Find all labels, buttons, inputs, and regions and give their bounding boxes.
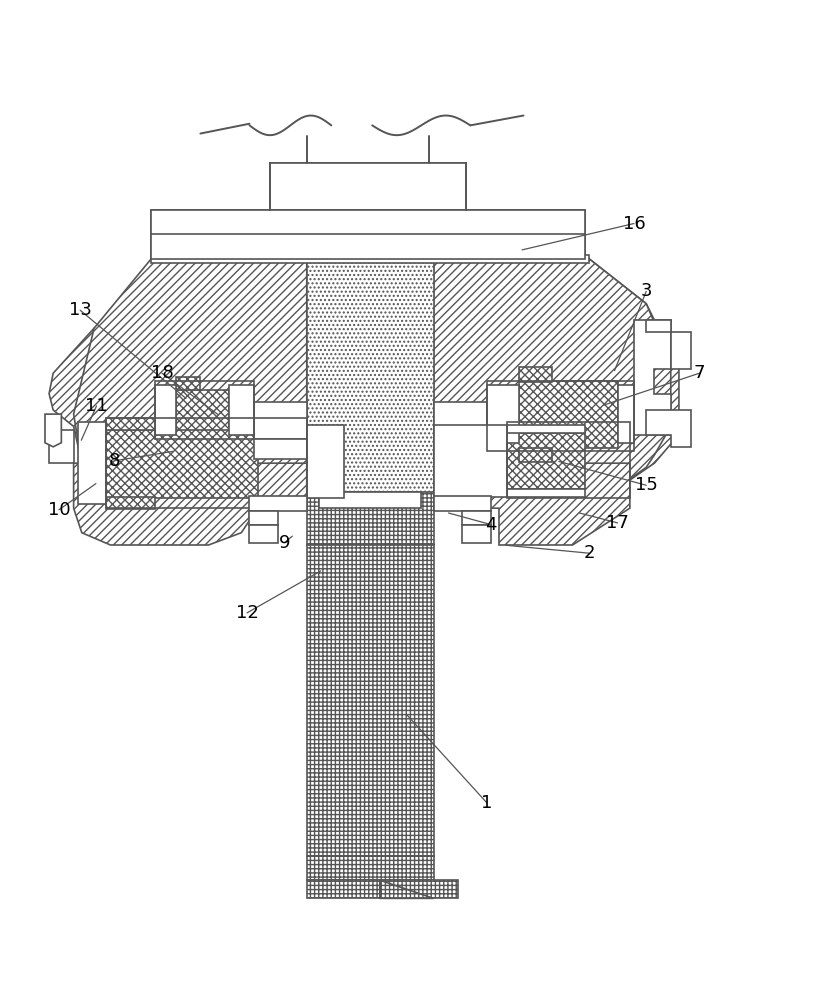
Bar <box>49 430 74 463</box>
Bar <box>78 422 106 504</box>
Polygon shape <box>646 320 691 369</box>
Text: 17: 17 <box>606 514 629 532</box>
Bar <box>519 448 552 462</box>
Polygon shape <box>380 880 458 898</box>
Text: 11: 11 <box>85 397 108 415</box>
Polygon shape <box>634 320 671 435</box>
Text: 7: 7 <box>694 364 705 382</box>
Bar <box>519 381 618 448</box>
Bar <box>307 856 434 880</box>
Bar <box>307 492 434 545</box>
Text: 13: 13 <box>69 301 92 319</box>
Bar <box>487 381 634 451</box>
Bar <box>106 418 155 430</box>
Bar <box>229 385 254 435</box>
Bar <box>307 259 434 496</box>
Bar <box>434 425 507 497</box>
Bar <box>507 425 585 433</box>
Bar <box>151 210 585 259</box>
Text: 8: 8 <box>109 452 120 470</box>
Bar <box>249 511 278 525</box>
Polygon shape <box>380 880 434 898</box>
Text: 1: 1 <box>481 794 492 812</box>
Bar <box>155 385 176 435</box>
Text: 2: 2 <box>583 544 595 562</box>
Bar <box>307 425 344 498</box>
Bar <box>507 433 585 489</box>
Text: 15: 15 <box>635 476 658 494</box>
Bar <box>307 545 434 856</box>
Bar <box>106 497 155 509</box>
Bar <box>151 255 589 263</box>
Text: 9: 9 <box>279 534 290 552</box>
Bar <box>434 402 487 439</box>
Bar <box>462 525 491 543</box>
Bar <box>249 496 307 511</box>
Polygon shape <box>74 463 307 545</box>
Bar <box>254 402 307 439</box>
Bar <box>151 210 585 259</box>
Bar <box>176 377 200 390</box>
Polygon shape <box>434 259 671 508</box>
Bar <box>319 492 421 508</box>
Text: 3: 3 <box>640 282 652 300</box>
Bar <box>176 390 229 435</box>
Polygon shape <box>646 410 691 447</box>
Bar <box>434 439 487 459</box>
Polygon shape <box>45 414 61 447</box>
Bar <box>254 439 307 459</box>
Text: 4: 4 <box>485 516 497 534</box>
Bar <box>507 489 585 497</box>
Polygon shape <box>434 463 630 545</box>
Bar <box>618 385 634 443</box>
Text: 18: 18 <box>151 364 173 382</box>
Bar <box>307 880 380 898</box>
Bar <box>270 163 466 210</box>
Bar <box>487 385 519 443</box>
Bar <box>434 496 491 511</box>
Bar <box>462 511 491 525</box>
Bar <box>106 418 307 508</box>
Text: 16: 16 <box>622 215 645 233</box>
Bar <box>270 163 466 210</box>
Text: 10: 10 <box>47 501 70 519</box>
Text: 12: 12 <box>236 604 258 622</box>
Polygon shape <box>49 300 151 508</box>
Bar <box>155 381 254 439</box>
Polygon shape <box>74 259 307 508</box>
Bar <box>249 525 278 543</box>
Polygon shape <box>589 259 679 508</box>
Bar <box>507 422 630 498</box>
Bar <box>519 367 552 382</box>
Bar <box>106 430 258 498</box>
